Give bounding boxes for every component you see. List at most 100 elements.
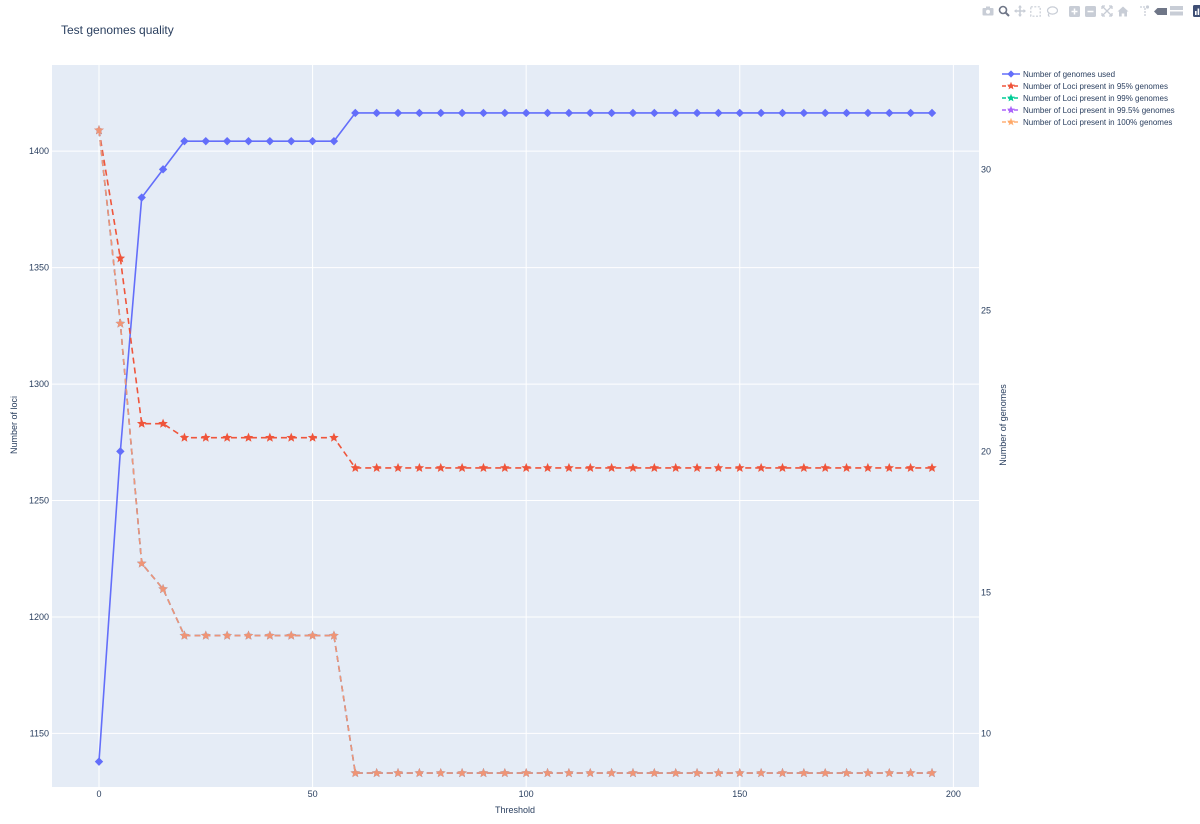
data-point-star	[94, 125, 104, 135]
data-point-star	[393, 768, 403, 778]
data-point-star	[307, 630, 318, 640]
hover-compare-icon[interactable]	[1170, 5, 1183, 17]
data-point-star	[222, 630, 232, 640]
series-0	[94, 108, 937, 766]
legend-label: Number of Loci present in 100% genomes	[1023, 118, 1172, 127]
data-point-star	[670, 462, 681, 472]
data-point-diamond	[436, 108, 445, 118]
data-point-diamond	[650, 108, 659, 118]
data-point-star	[713, 768, 724, 778]
data-point-star	[863, 462, 873, 472]
data-point-star	[564, 462, 574, 472]
legend-item[interactable]: Number of Loci present in 100% genomes	[1002, 117, 1172, 127]
zoom-out-icon[interactable]	[1084, 5, 1097, 17]
box-select-icon[interactable]	[1029, 5, 1042, 17]
plot-area[interactable]	[52, 65, 979, 787]
data-point-star	[435, 768, 446, 778]
data-point-star	[905, 768, 916, 778]
data-point-star	[136, 418, 147, 428]
data-point-star	[414, 768, 425, 778]
legend-label: Number of Loci present in 95% genomes	[1023, 82, 1168, 91]
data-point-diamond	[287, 136, 296, 146]
data-point-star	[500, 768, 510, 778]
data-point-star	[414, 462, 425, 472]
data-point-star	[478, 768, 489, 778]
data-point-star	[115, 253, 126, 263]
y2-tick-label: 30	[981, 164, 991, 174]
data-point-star	[435, 462, 446, 472]
data-point-star	[136, 558, 147, 568]
data-point-star	[799, 768, 809, 778]
zoom-in-icon[interactable]	[1068, 5, 1081, 17]
data-point-star	[500, 462, 510, 472]
data-point-diamond	[137, 193, 146, 202]
data-point-diamond	[842, 108, 851, 118]
data-point-diamond	[756, 108, 766, 118]
series-1	[94, 125, 937, 472]
x-tick-label: 100	[519, 789, 534, 799]
data-point-diamond	[180, 136, 189, 146]
data-point-diamond	[222, 136, 232, 146]
y2-tick-label: 25	[981, 305, 991, 315]
data-point-star	[521, 768, 531, 778]
data-point-diamond	[479, 108, 488, 118]
legend-item[interactable]: Number of Loci present in 99.5% genomes	[1002, 105, 1175, 115]
data-point-star	[820, 768, 830, 778]
data-point-diamond	[116, 447, 125, 456]
lasso-icon[interactable]	[1045, 5, 1058, 17]
data-point-star	[393, 462, 403, 472]
data-point-diamond	[927, 108, 937, 118]
data-point-star	[927, 768, 937, 778]
data-point-diamond	[586, 108, 595, 118]
y-tick-label: 1350	[29, 263, 49, 273]
data-point-diamond	[415, 108, 424, 118]
data-point-star	[350, 462, 361, 472]
autoscale-icon[interactable]	[1100, 5, 1113, 17]
spike-lines-icon[interactable]	[1138, 5, 1151, 17]
zoom-icon[interactable]	[997, 5, 1010, 17]
legend-item[interactable]: Number of Loci present in 99% genomes	[1002, 93, 1168, 103]
data-point-diamond	[158, 165, 168, 174]
data-point-diamond	[885, 108, 894, 118]
data-point-star	[179, 630, 190, 640]
pan-icon[interactable]	[1013, 5, 1026, 17]
data-point-star	[756, 768, 766, 778]
x-tick-label: 150	[732, 789, 747, 799]
legend-marker	[1007, 70, 1015, 78]
data-point-diamond	[799, 108, 809, 118]
data-point-star	[265, 630, 275, 640]
legend-item[interactable]: Number of Loci present in 95% genomes	[1002, 81, 1168, 91]
data-point-diamond	[778, 108, 787, 118]
data-point-diamond	[735, 108, 744, 118]
data-point-star	[927, 462, 937, 472]
data-point-star	[756, 462, 766, 472]
data-point-star	[799, 462, 809, 472]
data-point-star	[585, 462, 596, 472]
data-point-star	[606, 462, 617, 472]
camera-icon[interactable]	[981, 5, 994, 17]
y-tick-label: 1200	[29, 612, 49, 622]
x-tick-label: 50	[308, 789, 318, 799]
data-point-star	[158, 584, 168, 594]
data-point-star	[735, 462, 745, 472]
data-point-star	[692, 768, 702, 778]
data-point-star	[606, 768, 617, 778]
legend: Number of genomes used Number of Loci pre…	[1002, 70, 1175, 127]
data-point-diamond	[201, 136, 210, 146]
y2-tick-label: 20	[981, 446, 991, 456]
y-tick-label: 1400	[29, 146, 49, 156]
legend-label: Number of Loci present in 99% genomes	[1023, 94, 1168, 103]
data-point-diamond	[94, 757, 104, 766]
data-point-star	[158, 418, 168, 428]
x-axis-title: Threshold	[495, 805, 535, 815]
data-point-diamond	[906, 108, 915, 118]
legend-item[interactable]: Number of genomes used	[1002, 70, 1115, 79]
data-point-star	[863, 768, 873, 778]
data-point-star	[841, 768, 852, 778]
x-tick-label: 0	[96, 789, 101, 799]
hover-closest-icon[interactable]	[1154, 5, 1167, 17]
reset-axes-icon[interactable]	[1116, 5, 1129, 17]
data-point-diamond	[543, 108, 552, 118]
data-point-diamond	[521, 108, 531, 118]
data-point-star	[329, 432, 339, 442]
